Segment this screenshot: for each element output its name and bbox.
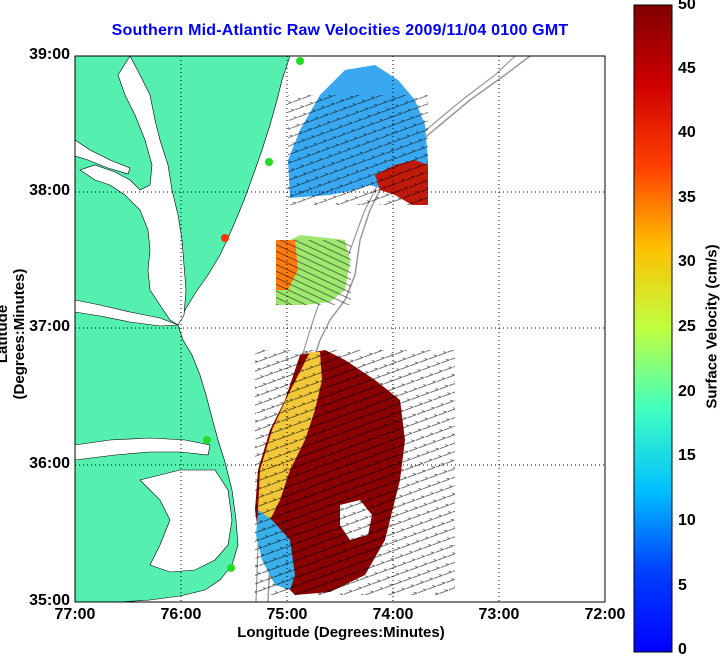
- colorbar-tick: 15: [678, 447, 696, 464]
- x-tick-label: 72:00: [584, 606, 626, 623]
- colorbar-tick: 40: [678, 124, 696, 141]
- colorbar-label: Surface Velocity (cm/s): [703, 244, 721, 409]
- x-tick-label: 75:00: [266, 606, 308, 623]
- station-marker-red: [221, 234, 229, 242]
- y-tick-label: 36:00: [29, 455, 70, 472]
- grid-lines: [75, 56, 605, 602]
- station-marker: [203, 436, 211, 444]
- x-axis-label: Longitude (Degrees:Minutes): [237, 624, 445, 641]
- colorbar-tick: 50: [678, 0, 696, 13]
- x-tick-label: 77:00: [54, 606, 96, 623]
- vector-field-middle: [276, 240, 351, 305]
- x-tick-label: 74:00: [372, 606, 414, 623]
- y-axis-label: Latitude (Degrees:Minutes): [0, 268, 28, 400]
- colorbar-tick: 30: [678, 253, 696, 270]
- vector-field-south: [255, 350, 455, 595]
- x-tick-label: 73:00: [478, 606, 520, 623]
- pamlico-sound: [139, 469, 233, 573]
- colorbar-tick: 0: [678, 641, 687, 658]
- map-title: Southern Mid-Atlantic Raw Velocities 200…: [111, 22, 569, 39]
- y-tick-label: 37:00: [29, 318, 70, 335]
- y-tick-label: 38:00: [29, 182, 70, 199]
- colorbar: [633, 4, 673, 653]
- plot-border: [74, 55, 606, 603]
- vector-field-north: [288, 95, 428, 205]
- colorbar-tick: 35: [678, 189, 696, 206]
- station-marker: [265, 158, 273, 166]
- colorbar-tick: 25: [678, 318, 696, 335]
- y-tick-label: 35:00: [29, 592, 70, 609]
- james-river: [75, 299, 179, 327]
- x-tick-label: 76:00: [160, 606, 202, 623]
- y-tick-label: 39:00: [29, 46, 70, 63]
- colorbar-tick: 5: [678, 577, 687, 594]
- colorbar-tick: 45: [678, 60, 696, 77]
- colorbar-tick: 20: [678, 383, 696, 400]
- chesapeake-bay: [79, 56, 187, 326]
- potomac-river: [75, 139, 131, 175]
- colorbar-tick: 10: [678, 512, 696, 529]
- station-marker: [227, 564, 235, 572]
- station-marker: [296, 57, 304, 65]
- albemarle-sound: [75, 437, 211, 461]
